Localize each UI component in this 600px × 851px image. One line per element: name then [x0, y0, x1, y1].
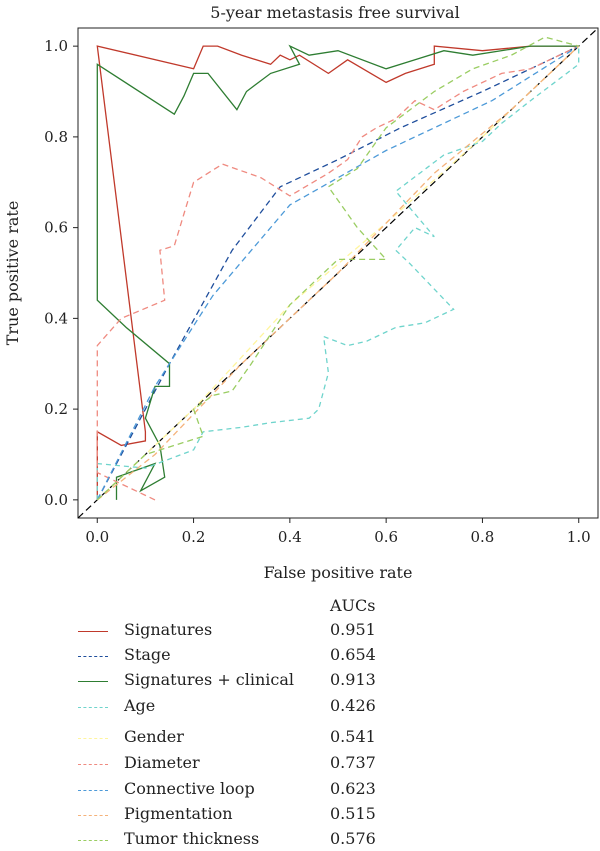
legend-swatch: [78, 738, 108, 739]
legend-auc-value: 0.515: [330, 804, 376, 823]
legend-auc-value: 0.913: [330, 670, 376, 689]
legend-label: Diameter: [124, 753, 200, 772]
legend-auc-value: 0.654: [330, 645, 376, 664]
plot-frame: [77, 27, 599, 519]
roc-line-gender: [96, 45, 580, 501]
x-tick-label: 0.0: [85, 528, 109, 546]
y-tick-label: 1.0: [44, 37, 68, 55]
legend-swatch: [78, 764, 108, 765]
y-tick-label: 0.6: [44, 219, 68, 237]
legend-label: Stage: [124, 645, 171, 664]
legend-auc-value: 0.737: [330, 753, 376, 772]
legend-item-signatures: Signatures 0.951: [78, 620, 498, 642]
x-tick-label: 0.2: [182, 528, 206, 546]
legend-label: Tumor thickness: [124, 829, 260, 848]
legend-item-gender: Gender 0.541: [78, 727, 498, 749]
legend-label: Age: [124, 696, 156, 715]
legend-header: AUCs: [330, 596, 376, 615]
roc-line-signatures: [96, 45, 579, 500]
legend-label: Connective loop: [124, 779, 255, 798]
legend-item-age: Age 0.426: [78, 696, 498, 718]
legend-swatch: [78, 815, 108, 816]
legend-item-tumor-thickness: Tumor thickness 0.576: [78, 829, 498, 851]
legend-label: Gender: [124, 727, 184, 746]
legend-swatch: [78, 790, 108, 791]
legend-item-diameter: Diameter 0.737: [78, 753, 498, 775]
legend-item-pigmentation: Pigmentation 0.515: [78, 804, 498, 826]
y-tick-label: 0.8: [44, 128, 68, 146]
legend-label: Pigmentation: [124, 804, 233, 823]
chart-title: 5-year metastasis free survival: [210, 3, 459, 22]
series-group: [96, 36, 580, 501]
y-tick-label: 0.0: [44, 491, 68, 509]
legend-swatch: [78, 840, 108, 841]
legend-auc-value: 0.623: [330, 779, 376, 798]
roc-chart: 5-year metastasis free survival 0.0 0.2 0.…: [3, 3, 599, 582]
legend-swatch: [78, 707, 108, 708]
roc-line-connective-loop: [96, 45, 580, 501]
legend-auc-value: 0.951: [330, 620, 376, 639]
legend-swatch: [78, 681, 108, 682]
roc-line-stage: [96, 45, 579, 501]
legend-auc-value: 0.426: [330, 696, 376, 715]
legend-item-signatures-clinical: Signatures + clinical 0.913: [78, 670, 498, 692]
roc-line-tumor-thickness: [96, 36, 579, 501]
roc-line-diameter: [96, 45, 579, 501]
legend-item-connective-loop: Connective loop 0.623: [78, 779, 498, 801]
legend-item-stage: Stage 0.654: [78, 645, 498, 667]
x-axis-label: False positive rate: [264, 563, 413, 582]
y-axis-label: True positive rate: [3, 201, 22, 346]
roc-line-pigmentation: [96, 45, 580, 501]
y-tick-label: 0.4: [44, 309, 68, 327]
axis-ticks: 0.0 0.2 0.4 0.6 0.8 1.0 0.0 0.2 0.4 0.6 0.8 1.0: [44, 37, 591, 546]
y-tick-label: 0.2: [44, 400, 68, 418]
legend-auc-value: 0.541: [330, 727, 376, 746]
legend-label: Signatures + clinical: [124, 670, 295, 689]
legend-swatch: [78, 631, 108, 632]
legend-auc-value: 0.576: [330, 829, 376, 848]
x-tick-label: 0.8: [471, 528, 495, 546]
x-tick-label: 1.0: [567, 528, 591, 546]
x-tick-label: 0.6: [374, 528, 398, 546]
legend-label: Signatures: [124, 620, 213, 639]
roc-line-signatures-clinical: [96, 44, 579, 500]
legend-swatch: [78, 656, 108, 657]
x-tick-label: 0.4: [278, 528, 302, 546]
